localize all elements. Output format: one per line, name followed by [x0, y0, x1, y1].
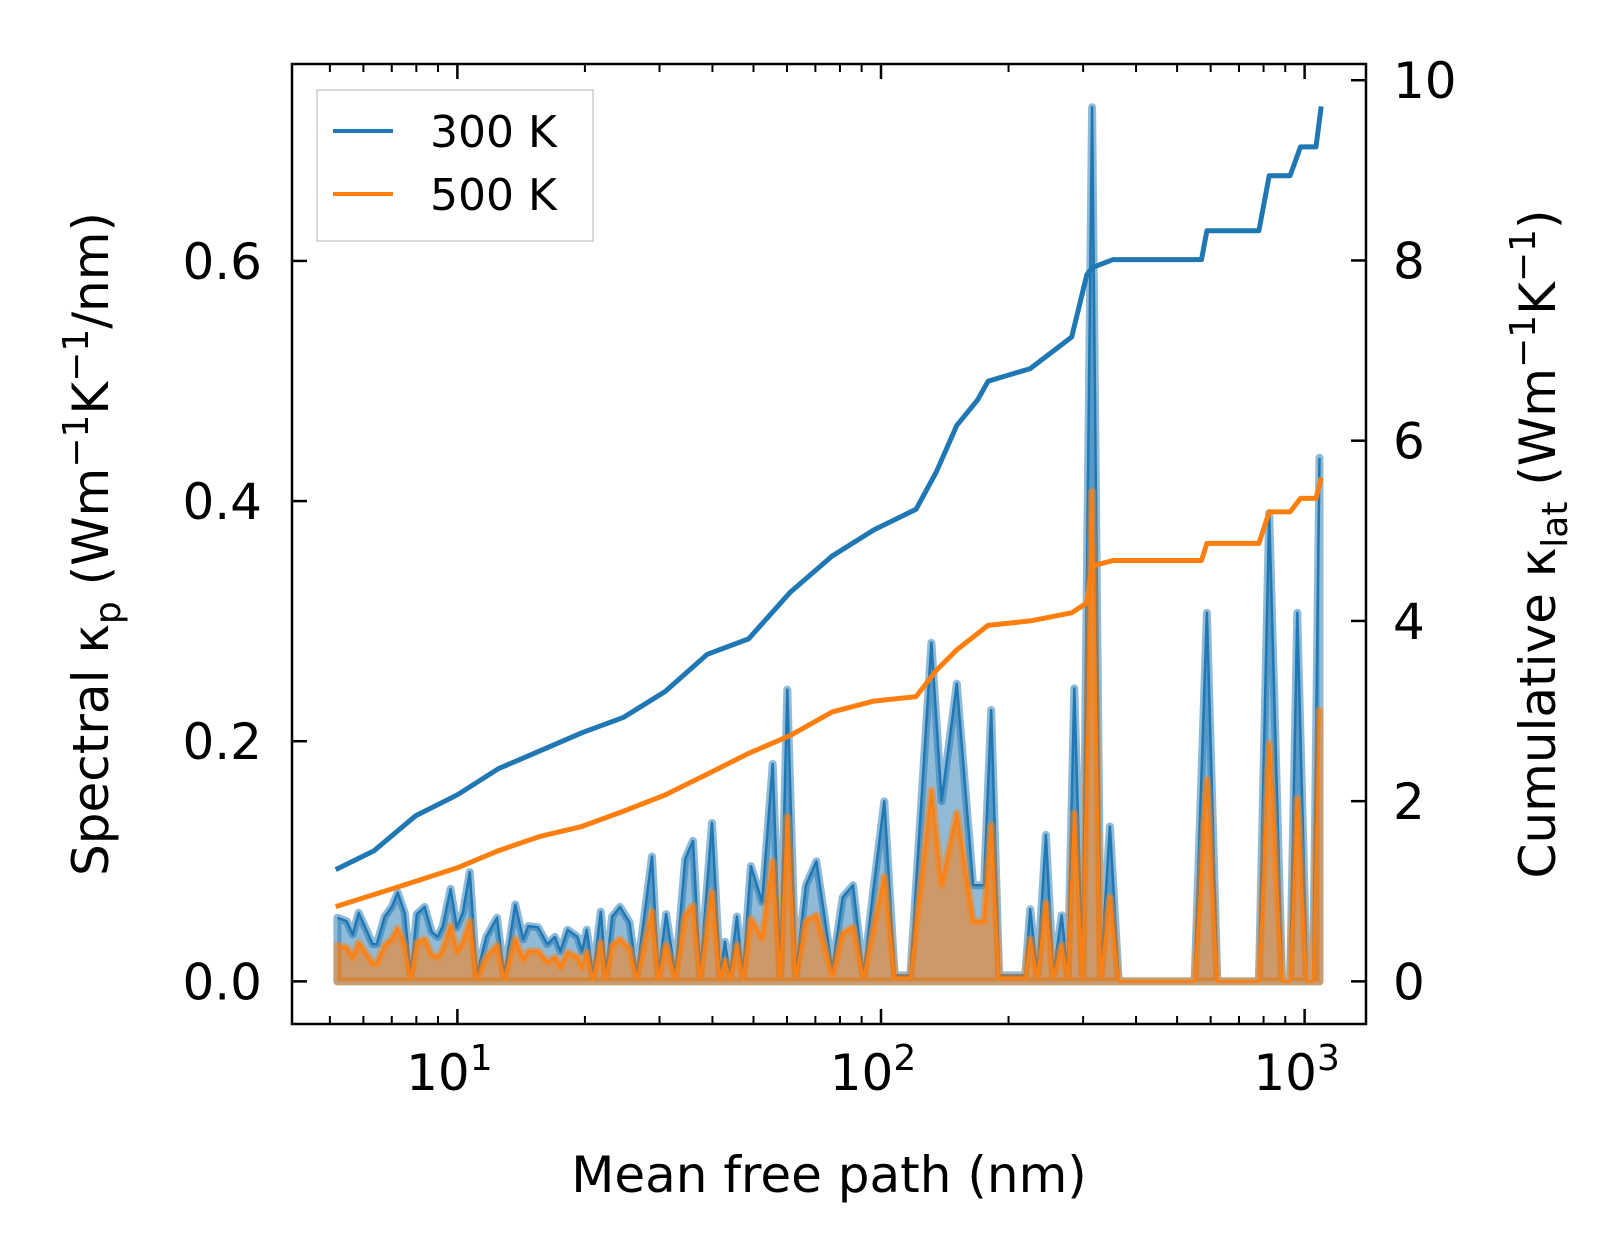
x-axis-label: Mean free path (nm) — [571, 1146, 1087, 1204]
plot-frame — [290, 62, 1368, 1026]
y-left-tick-label: 0.4 — [182, 473, 262, 531]
x-tick-label: 102 — [830, 1038, 917, 1102]
spectral-line-500k — [337, 490, 1321, 983]
x-tick-label: 101 — [406, 1038, 493, 1102]
x-tick-label: 103 — [1253, 1038, 1340, 1102]
legend-label-300k: 300 K — [430, 107, 558, 158]
y-left-tick-label: 0.0 — [182, 953, 262, 1011]
legend-label-500k: 500 K — [430, 170, 558, 221]
y-right-tick-label: 0 — [1393, 953, 1425, 1011]
y-right-tick-label: 6 — [1393, 413, 1425, 471]
y-left-tick-label: 0.6 — [182, 233, 262, 291]
y-right-tick-label: 4 — [1393, 593, 1425, 651]
cumulative-line-300k — [334, 106, 1324, 872]
y-axis-label-right: Cumulative κlat​ (Wm−1​K−1​) — [1503, 210, 1576, 879]
cumulative-line-500k — [334, 476, 1324, 909]
spectral-layer — [333, 103, 1324, 986]
legend: 300 K 500 K — [316, 89, 594, 242]
spectral-fill-500k — [333, 487, 1324, 986]
legend-box — [316, 89, 594, 242]
y-right-tick-label: 2 — [1393, 773, 1425, 831]
ticks-layer: 101 102 103 0.0 0.2 0.4 0.6 0 2 4 6 8 10 — [182, 52, 1456, 1102]
y-axis-label-left: Spectral κp​ (Wm−1​K−1​/nm) — [56, 212, 129, 876]
cumulative-layer — [334, 106, 1324, 909]
y-right-tick-label: 8 — [1393, 232, 1425, 290]
y-left-tick-label: 0.2 — [182, 713, 262, 771]
y-right-tick-label: 10 — [1393, 52, 1457, 110]
